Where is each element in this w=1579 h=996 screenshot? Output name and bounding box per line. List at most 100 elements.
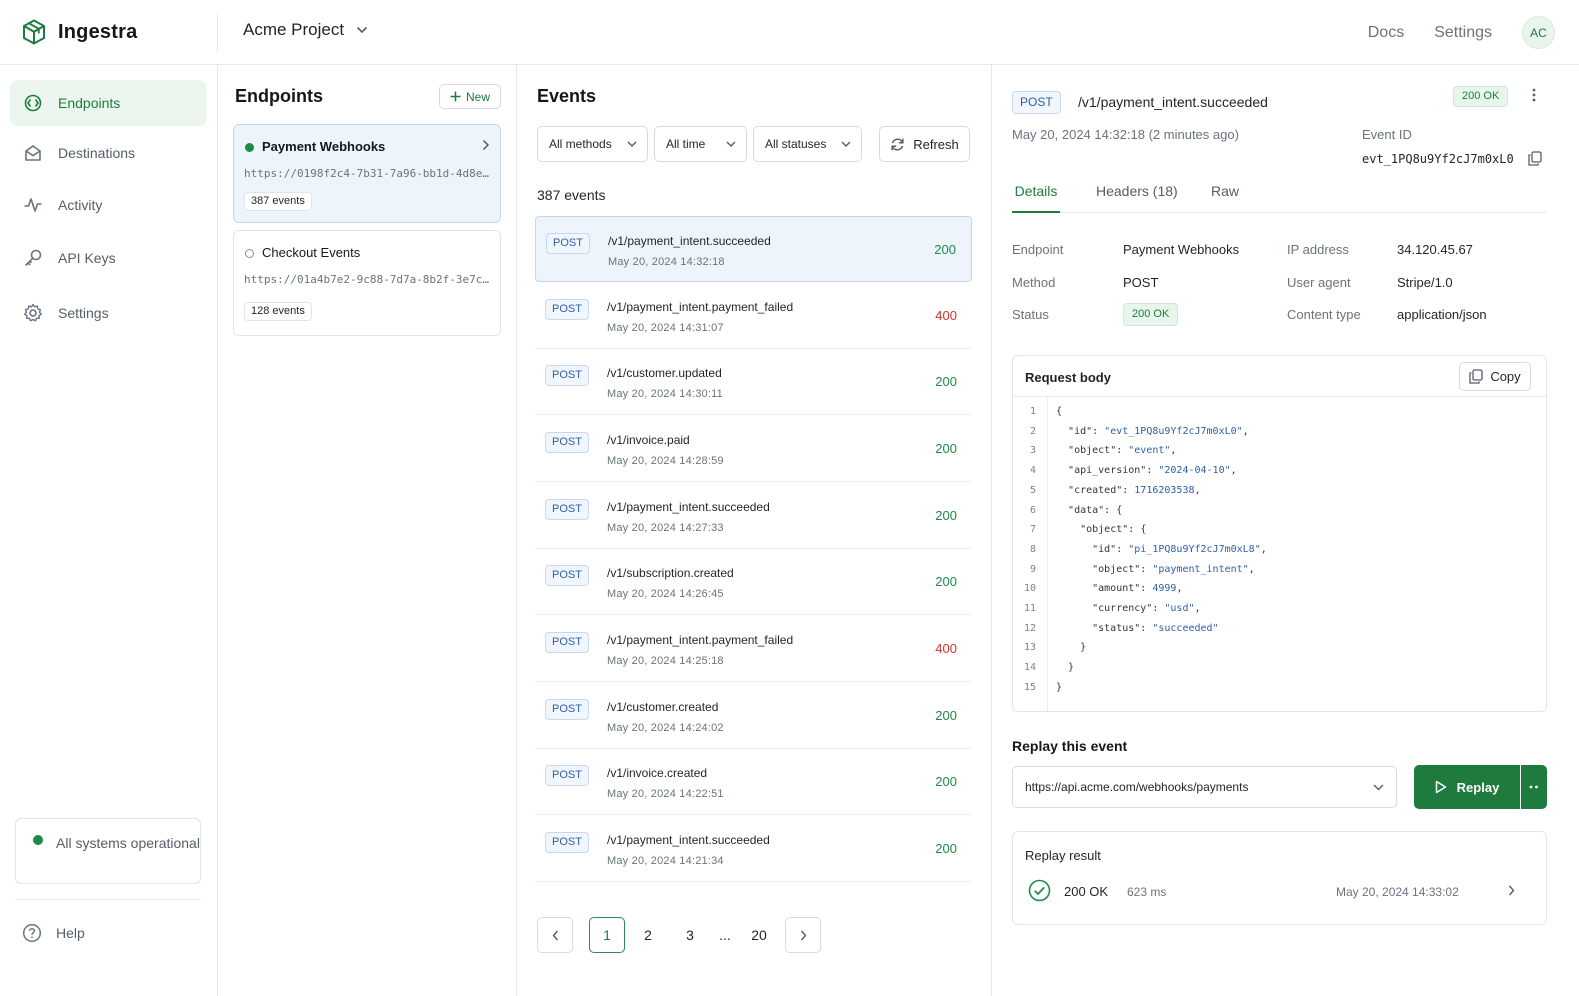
event-path: /v1/payment_intent.payment_failed	[607, 300, 794, 314]
avatar[interactable]: AC	[1522, 16, 1555, 49]
ip-value: 34.120.45.67	[1397, 242, 1473, 257]
endpoint-value: Payment Webhooks	[1123, 242, 1240, 257]
replay-result-card[interactable]: Replay result 200 OK 623 ms May 20, 2024…	[1012, 831, 1547, 925]
sidebar-item-destinations[interactable]: Destinations	[10, 130, 207, 176]
page-2[interactable]: 2	[644, 927, 652, 943]
code-line: "object": "payment_intent",	[1092, 563, 1255, 575]
line-number-gutter: 1 2 3 4 5 6 7 8 9 10 11 12 13 14 15	[1013, 397, 1048, 711]
code-line: "currency": "usd",	[1092, 603, 1201, 614]
endpoints-panel: Endpoints New Payment Webhooks https://0…	[218, 65, 517, 996]
copy-button[interactable]: Copy	[1459, 362, 1531, 391]
settings-link[interactable]: Settings	[1434, 23, 1492, 41]
code-line: "api_version": "2024-04-10",	[1068, 465, 1237, 477]
page-3[interactable]: 3	[686, 927, 694, 943]
sidebar-item-label: Settings	[58, 305, 109, 321]
refresh-button[interactable]: Refresh	[879, 126, 970, 162]
help-link[interactable]: Help	[22, 923, 85, 943]
time-filter-label: All time	[666, 137, 706, 151]
page-ellipsis: ...	[719, 927, 731, 943]
user-agent-label: User agent	[1287, 275, 1351, 290]
project-switcher[interactable]: Acme Project	[243, 20, 368, 40]
tab-headers[interactable]: Headers (18)	[1096, 183, 1178, 199]
content-type-label: Content type	[1287, 307, 1361, 322]
endpoint-url: https://01a4b7e2-9c88-7d7a-8b2f-3e7c2d9a…	[244, 273, 492, 286]
event-time: May 20, 2024 14:27:33	[607, 522, 724, 534]
line-number: 1	[1029, 406, 1036, 417]
sidebar-item-api-keys[interactable]: API Keys	[10, 235, 207, 281]
event-count-badge: 128 events	[244, 302, 312, 321]
more-options-icon[interactable]	[1532, 87, 1536, 103]
copy-icon[interactable]	[1528, 151, 1542, 166]
tab-details[interactable]: Details	[1012, 183, 1060, 213]
new-endpoint-button[interactable]: New	[439, 84, 501, 109]
code-line: }	[1056, 681, 1063, 693]
code-line: }	[1056, 662, 1075, 674]
next-page-button[interactable]	[785, 917, 821, 953]
docs-link[interactable]: Docs	[1367, 23, 1405, 41]
prev-page-button[interactable]	[537, 917, 573, 953]
help-icon	[22, 923, 42, 943]
event-path: /v1/customer.updated	[607, 366, 722, 380]
user-agent-value: Stripe/1.0	[1397, 275, 1453, 290]
event-row[interactable]: POST /v1/payment_intent.payment_failed M…	[535, 616, 972, 682]
replay-url-select[interactable]: https://api.acme.com/webhooks/payments	[1012, 766, 1397, 808]
event-row[interactable]: POST /v1/subscription.created May 20, 20…	[535, 549, 972, 615]
event-row[interactable]: POST /v1/payment_intent.succeeded May 20…	[535, 816, 972, 882]
divider	[217, 14, 218, 52]
replay-result-status: 200 OK	[1064, 884, 1109, 899]
event-path: /v1/subscription.created	[607, 566, 734, 580]
project-name: Acme Project	[243, 20, 345, 39]
endpoint-name: Payment Webhooks	[262, 139, 386, 154]
more-options-icon	[1529, 785, 1539, 789]
status-label: Status	[1012, 307, 1049, 322]
event-row[interactable]: POST /v1/invoice.created May 20, 2024 14…	[535, 749, 972, 815]
endpoint-card[interactable]: Payment Webhooks https://0198f2c4-7b31-7…	[233, 124, 501, 223]
event-time: May 20, 2024 14:24:02	[607, 722, 724, 734]
sidebar-item-settings[interactable]: Settings	[10, 290, 207, 336]
page-1[interactable]: 1	[589, 917, 625, 953]
system-status-card: All systems operational	[15, 818, 201, 884]
line-number: 15	[1023, 681, 1036, 693]
replay-button[interactable]: Replay	[1414, 765, 1520, 809]
line-number: 7	[1029, 524, 1036, 536]
content-type-value: application/json	[1397, 307, 1487, 322]
detail-tabs: Details Headers (18) Raw	[1012, 183, 1547, 213]
method-value: POST	[1123, 275, 1159, 290]
sidebar-item-activity[interactable]: Activity	[10, 182, 207, 228]
line-number: 13	[1023, 642, 1036, 654]
event-time: May 20, 2024 14:32:18	[608, 256, 725, 268]
sidebar-item-label: Activity	[58, 197, 103, 213]
event-path: /v1/payment_intent.succeeded	[607, 833, 770, 847]
code-line: {	[1056, 406, 1063, 417]
event-row[interactable]: POST /v1/invoice.paid May 20, 2024 14:28…	[535, 416, 972, 482]
copy-icon	[1469, 369, 1483, 384]
code-line: "status": "succeeded"	[1092, 622, 1219, 634]
request-body-header: Request body Copy	[1013, 356, 1546, 397]
event-status: 200	[935, 374, 957, 389]
method-badge: POST	[545, 832, 589, 853]
method-badge: POST	[1012, 91, 1061, 114]
check-circle-icon	[1028, 879, 1051, 902]
event-row[interactable]: POST /v1/customer.created May 20, 2024 1…	[535, 683, 972, 749]
event-path: /v1/payment_intent.payment_failed	[607, 633, 794, 647]
ip-label: IP address	[1287, 242, 1349, 257]
sidebar-item-endpoints[interactable]: Endpoints	[10, 80, 207, 126]
time-filter[interactable]: All time	[654, 126, 747, 162]
page-20[interactable]: 20	[751, 927, 767, 943]
event-time: May 20, 2024 14:31:07	[607, 322, 724, 334]
replay-options-button[interactable]	[1521, 765, 1547, 809]
chevron-right-icon	[800, 930, 807, 941]
tab-raw[interactable]: Raw	[1211, 183, 1240, 199]
events-title: Events	[537, 86, 597, 106]
brand[interactable]: Ingestra	[22, 19, 137, 45]
event-row[interactable]: POST /v1/customer.updated May 20, 2024 1…	[535, 349, 972, 415]
status-filter[interactable]: All statuses	[753, 126, 862, 162]
endpoint-card[interactable]: Checkout Events https://01a4b7e2-9c88-7d…	[233, 230, 501, 336]
event-row[interactable]: POST /v1/payment_intent.payment_failed M…	[535, 283, 972, 349]
methods-filter[interactable]: All methods	[537, 126, 648, 162]
replay-result-title: Replay result	[1025, 848, 1101, 863]
code-line: "id": "pi_1PQ8u9Yf2cJ7m0xL8",	[1092, 543, 1267, 555]
event-row[interactable]: POST /v1/payment_intent.succeeded May 20…	[535, 216, 972, 282]
event-row[interactable]: POST /v1/payment_intent.succeeded May 20…	[535, 483, 972, 549]
activity-icon	[23, 195, 43, 215]
